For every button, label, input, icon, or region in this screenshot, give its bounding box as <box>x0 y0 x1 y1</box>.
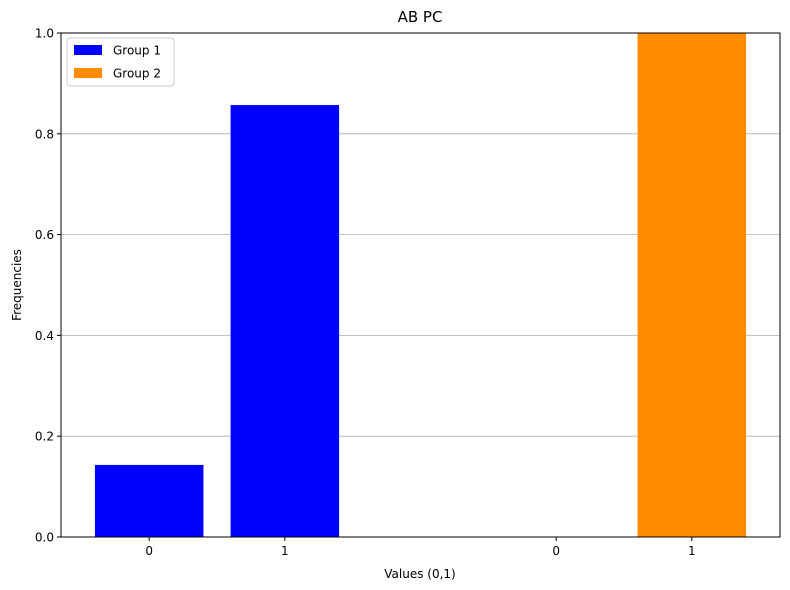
y-axis-label: Frequencies <box>10 249 24 321</box>
bars <box>94 33 747 538</box>
y-tick-label: 1.0 <box>35 27 54 41</box>
legend: Group 1 Group 2 <box>66 37 175 87</box>
y-tick-label: 0.2 <box>35 430 54 444</box>
x-tick-label: 1 <box>281 544 289 558</box>
legend-swatch <box>74 68 102 78</box>
x-tick-label: 0 <box>552 544 560 558</box>
bar-2-1 <box>637 33 747 537</box>
x-axis-ticks: 0 1 0 1 <box>145 537 696 558</box>
y-tick-label: 0.8 <box>35 127 54 141</box>
x-tick-label: 0 <box>145 544 153 558</box>
chart-title: AB PC <box>398 8 443 26</box>
x-tick-label: 1 <box>688 544 696 558</box>
legend-swatch <box>74 45 102 55</box>
bar-1-0 <box>94 464 204 537</box>
y-tick-label: 0.4 <box>35 329 54 343</box>
x-axis-label: Values (0,1) <box>384 567 455 581</box>
y-tick-label: 0.6 <box>35 228 54 242</box>
y-axis-ticks: 0.0 0.2 0.4 0.6 0.8 1.0 <box>35 27 61 545</box>
plot-frame <box>60 32 781 538</box>
legend-label: Group 1 <box>113 44 161 58</box>
y-tick-label: 0.0 <box>35 531 54 545</box>
legend-label: Group 2 <box>113 67 161 81</box>
bar-1-1 <box>230 105 340 538</box>
